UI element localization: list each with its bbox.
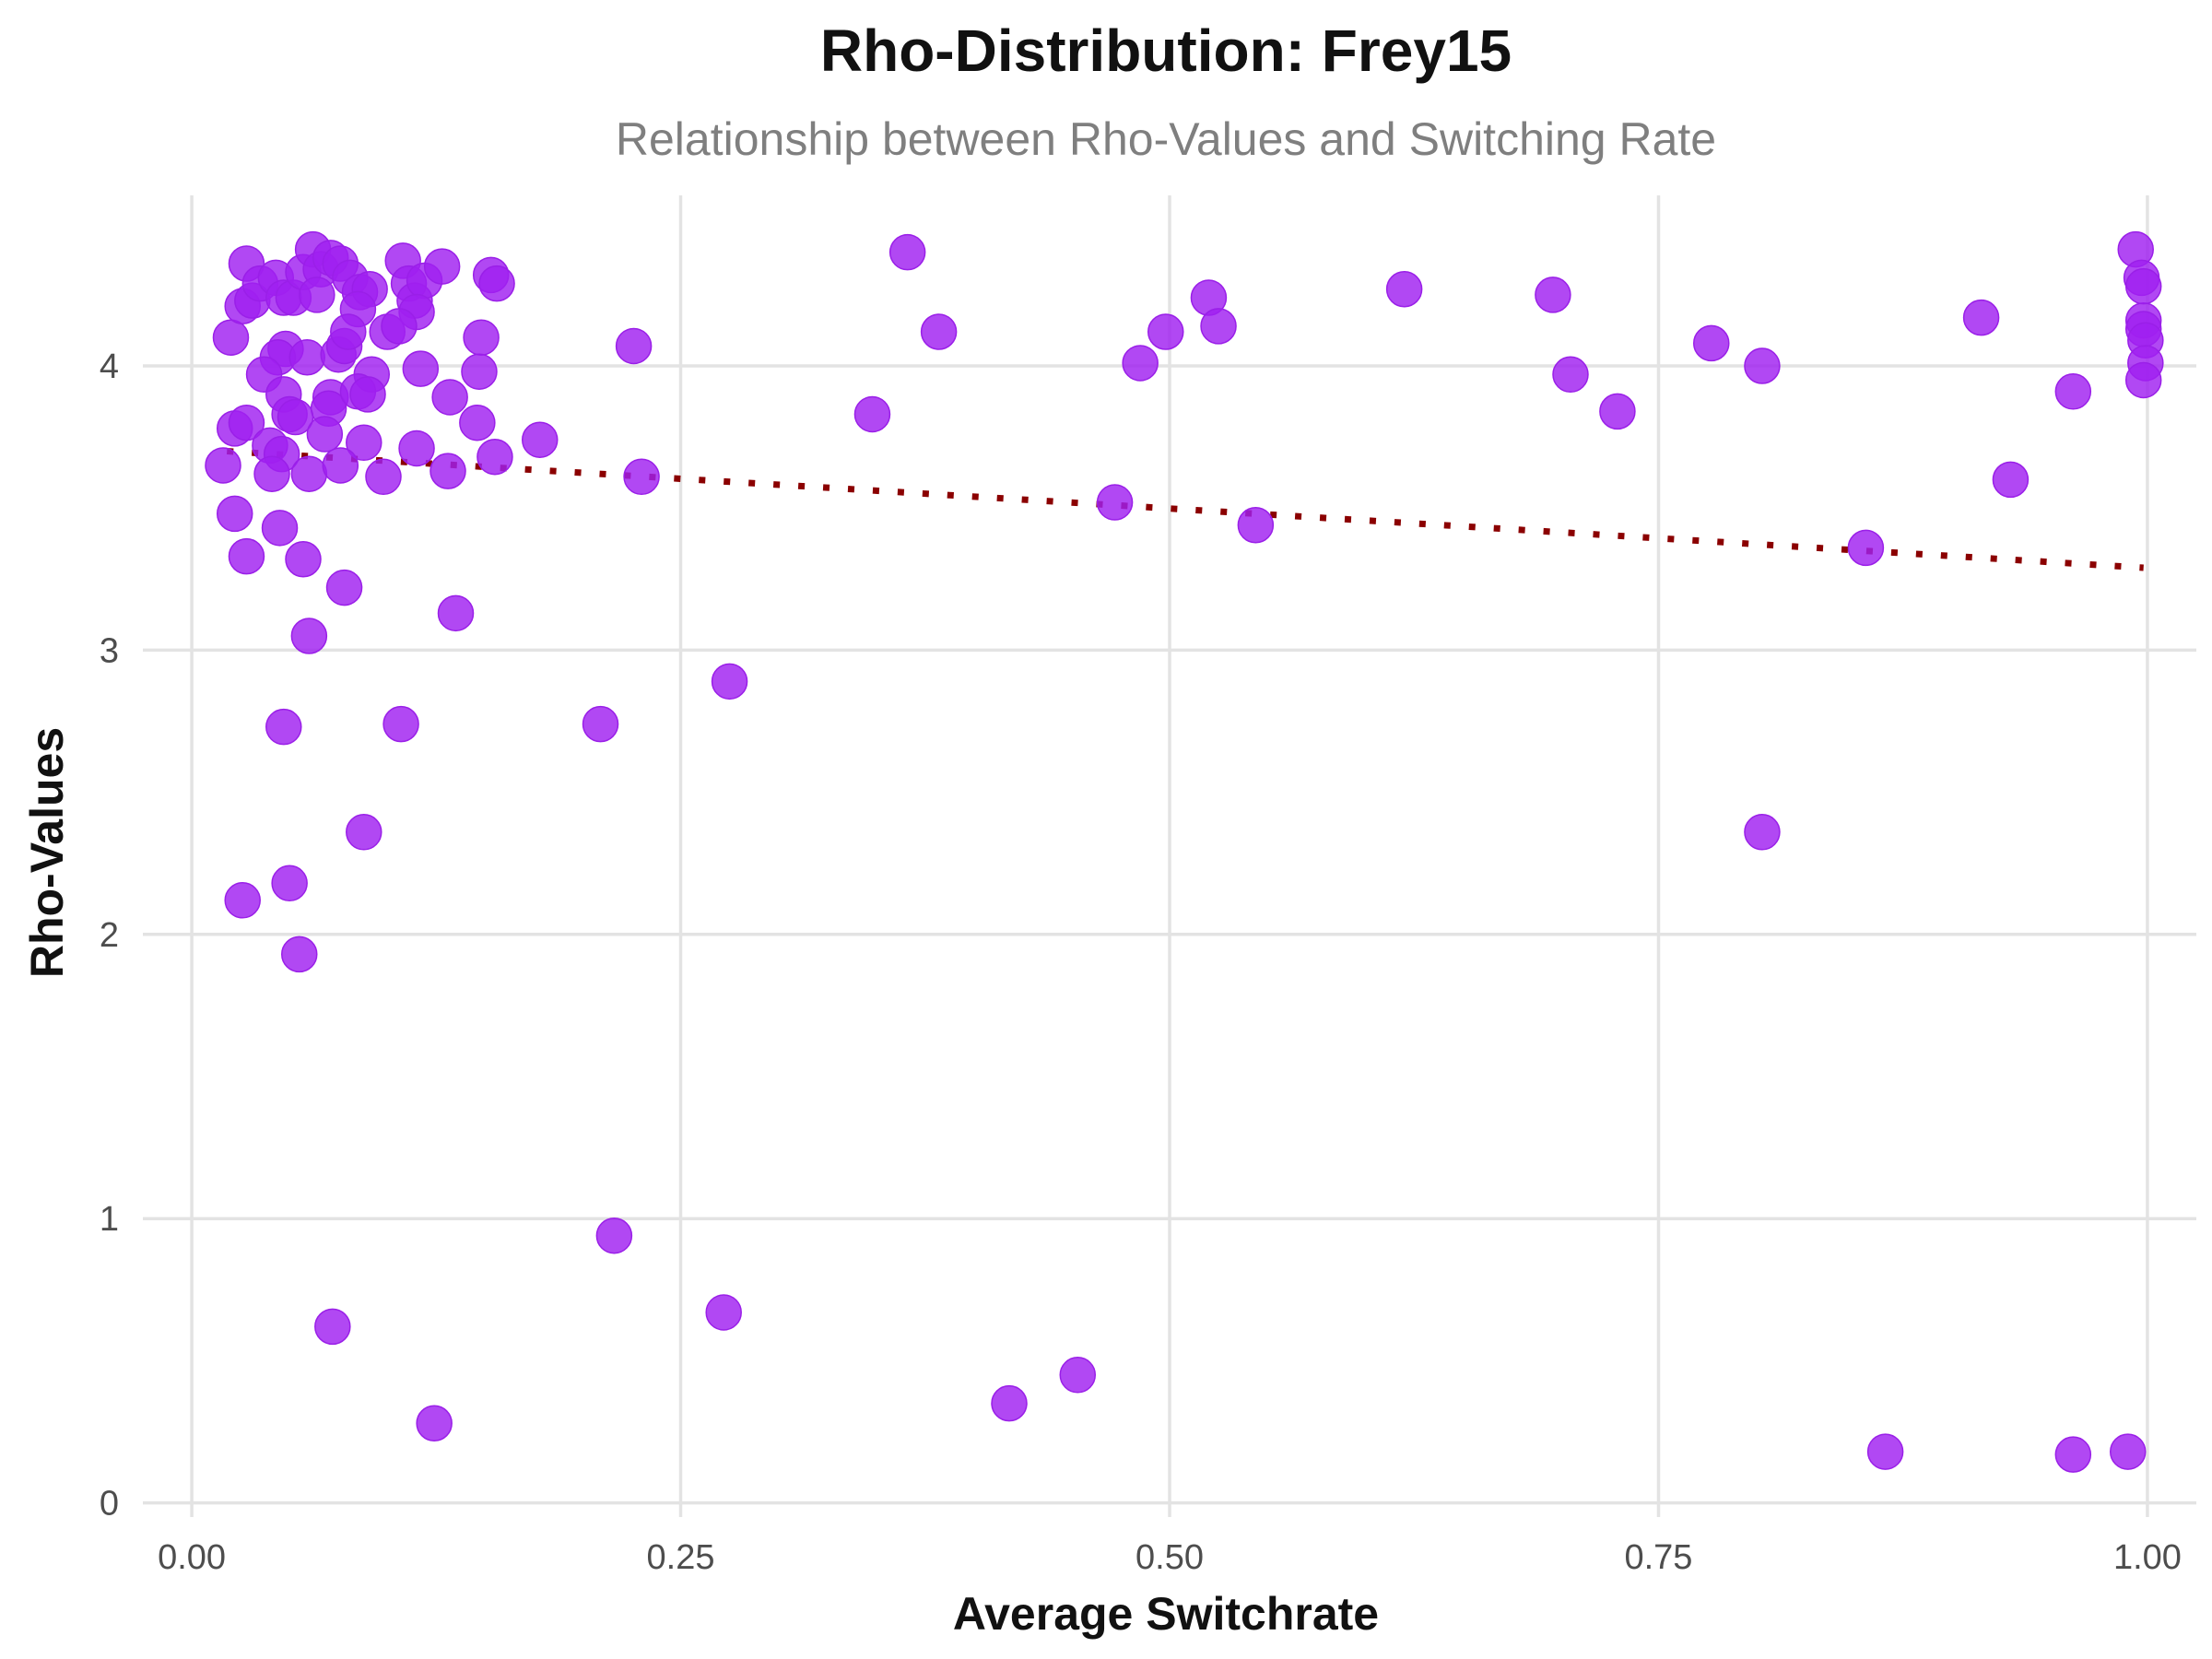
x-tick-label: 0.25 bbox=[647, 1538, 715, 1577]
data-point bbox=[711, 663, 748, 700]
data-point bbox=[224, 882, 261, 919]
tick-layer: 0.00 0.25 0.50 0.75 1.00 0 1 2 3 4 bbox=[100, 347, 2182, 1577]
data-point bbox=[271, 865, 308, 902]
data-point bbox=[478, 265, 515, 302]
data-point bbox=[253, 455, 290, 492]
data-point bbox=[521, 421, 559, 458]
data-point bbox=[382, 705, 419, 743]
data-point bbox=[1866, 1433, 1904, 1470]
data-point bbox=[1122, 345, 1159, 382]
data-point bbox=[623, 458, 660, 496]
data-point bbox=[281, 935, 318, 973]
data-point bbox=[1147, 313, 1184, 350]
data-point bbox=[1535, 276, 1571, 313]
data-point bbox=[461, 353, 498, 390]
data-point bbox=[325, 569, 363, 606]
data-point bbox=[595, 1217, 633, 1254]
y-tick-label: 1 bbox=[100, 1200, 119, 1239]
x-axis-title: Average Switchrate bbox=[953, 1588, 1379, 1640]
data-point bbox=[346, 424, 382, 462]
data-point bbox=[1847, 529, 1885, 567]
y-tick-label: 0 bbox=[100, 1485, 119, 1524]
data-point bbox=[615, 327, 653, 365]
data-point bbox=[330, 313, 367, 350]
grid-layer bbox=[143, 195, 2196, 1517]
data-point bbox=[853, 395, 891, 433]
data-point bbox=[2124, 267, 2162, 305]
data-point bbox=[463, 319, 500, 356]
data-point bbox=[1096, 484, 1134, 521]
data-point bbox=[2109, 1433, 2147, 1470]
data-point bbox=[1992, 461, 2030, 499]
data-point bbox=[398, 429, 435, 467]
y-tick-label: 2 bbox=[100, 916, 119, 955]
data-point bbox=[365, 458, 402, 496]
data-point bbox=[437, 594, 475, 632]
data-point bbox=[261, 510, 299, 547]
data-point bbox=[1744, 347, 1781, 384]
data-point bbox=[212, 319, 250, 356]
data-point bbox=[322, 447, 359, 484]
data-point bbox=[285, 540, 322, 578]
data-point bbox=[416, 1405, 453, 1441]
data-point bbox=[2054, 1436, 2092, 1473]
data-point bbox=[423, 248, 461, 285]
data-point bbox=[216, 495, 253, 533]
chart-title: Rho-Distribution: Frey15 bbox=[819, 18, 1512, 84]
data-point bbox=[402, 350, 440, 387]
data-point bbox=[1962, 299, 2000, 336]
data-point bbox=[314, 1308, 351, 1346]
data-point bbox=[290, 455, 328, 492]
data-point bbox=[477, 438, 513, 476]
data-point bbox=[228, 537, 265, 575]
y-axis-title: Rho-Values bbox=[21, 727, 73, 978]
data-point bbox=[306, 416, 344, 453]
data-point bbox=[381, 308, 418, 345]
data-point bbox=[429, 453, 466, 489]
data-point bbox=[346, 814, 382, 851]
y-tick-label: 4 bbox=[100, 347, 119, 386]
x-tick-label: 0.50 bbox=[1135, 1538, 1204, 1577]
data-point bbox=[290, 618, 328, 654]
points-layer bbox=[205, 230, 2164, 1473]
data-point bbox=[265, 708, 302, 746]
x-tick-label: 1.00 bbox=[2113, 1538, 2182, 1577]
data-point bbox=[582, 705, 619, 743]
data-point bbox=[2124, 361, 2162, 399]
data-point bbox=[1200, 308, 1237, 345]
data-point bbox=[349, 376, 386, 413]
data-point bbox=[991, 1384, 1028, 1422]
data-point bbox=[920, 313, 958, 350]
data-point bbox=[288, 339, 325, 376]
data-point bbox=[276, 398, 314, 436]
data-point bbox=[205, 447, 241, 484]
data-point bbox=[228, 404, 265, 441]
chart-subtitle: Relationship between Rho-Values and Swit… bbox=[615, 113, 1717, 165]
data-point bbox=[1059, 1357, 1097, 1394]
data-point bbox=[1385, 271, 1423, 308]
data-point bbox=[1237, 506, 1275, 544]
y-tick-label: 3 bbox=[100, 631, 119, 670]
data-point bbox=[299, 276, 335, 313]
data-point bbox=[2054, 373, 2092, 410]
data-point bbox=[888, 233, 926, 271]
data-point bbox=[1599, 393, 1636, 430]
data-point bbox=[459, 404, 496, 441]
data-point bbox=[1744, 814, 1781, 851]
x-tick-label: 0.00 bbox=[158, 1538, 226, 1577]
data-point bbox=[1552, 356, 1589, 394]
data-point bbox=[431, 379, 468, 416]
data-point bbox=[705, 1294, 742, 1331]
data-point bbox=[1693, 324, 1730, 362]
x-tick-label: 0.75 bbox=[1624, 1538, 1692, 1577]
